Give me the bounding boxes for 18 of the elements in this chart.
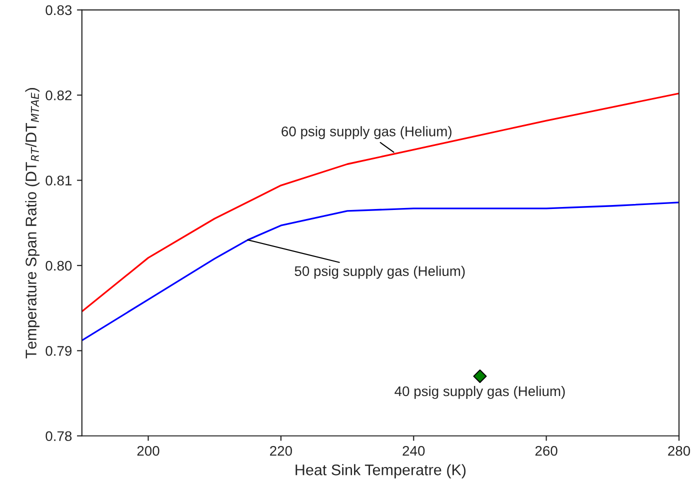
annotation: 50 psig supply gas (Helium) [294,266,465,279]
line-series [82,202,679,342]
y-tick-label: 0.79 [46,346,72,356]
annotation: 40 psig supply gas (Helium) [394,386,565,399]
y-tick-label: 0.81 [46,176,72,186]
line-series [82,92,679,312]
x-tick-label: 200 [137,446,160,456]
y-tick-label: 0.83 [46,5,72,16]
x-axis-title: Heat Sink Temperatre (K) [296,464,466,478]
x-tick-label: 220 [270,446,292,456]
x-tick-label: 280 [668,446,690,456]
y-axis-title: Temperature Span Ratio (DT$_{RT}$/DT$_{MTAE}$) [25,88,40,358]
x-tick-label: 240 [402,446,425,456]
y-tick-label: 0.78 [46,431,72,442]
y-tick-label: 0.82 [46,90,72,100]
annotation: 60 psig supply gas (Helium) [282,126,452,140]
x-tick-label: 260 [535,446,558,456]
y-tick-label: 0.80 [46,260,72,271]
